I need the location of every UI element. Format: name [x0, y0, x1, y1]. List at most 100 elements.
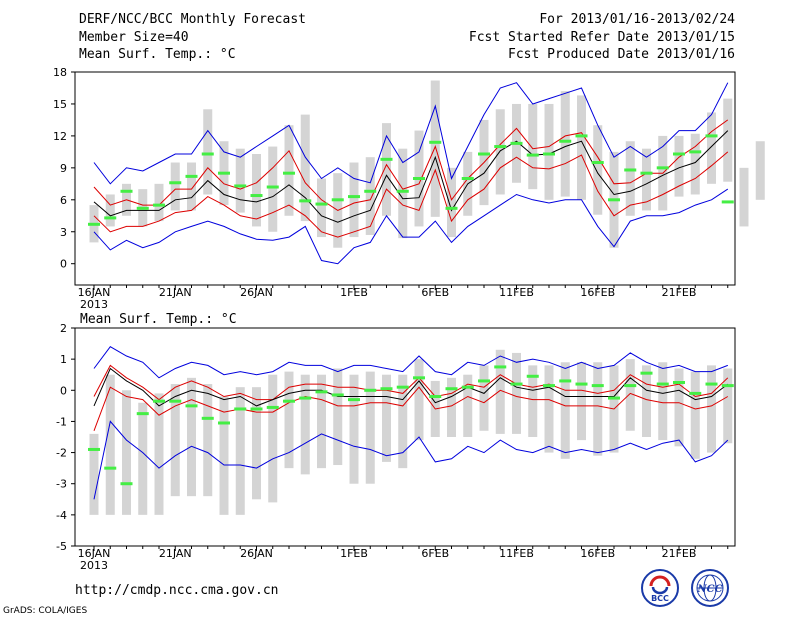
- ensemble-box: [593, 362, 603, 456]
- ensemble-box: [398, 148, 408, 239]
- ensemble-box: [365, 371, 375, 484]
- observed-marker: [234, 407, 247, 411]
- observed-marker: [445, 206, 458, 210]
- ensemble-box: [154, 183, 164, 222]
- x-tick-label: 26JAN: [240, 547, 273, 560]
- observed-marker: [153, 399, 165, 403]
- observed-marker: [705, 134, 718, 138]
- ensemble-box: [365, 157, 375, 235]
- ensemble-box: [268, 374, 278, 503]
- ensemble-box: [625, 141, 635, 216]
- observed-marker: [445, 387, 458, 391]
- observed-marker: [396, 385, 409, 389]
- series-max-line: [93, 346, 728, 379]
- panel-title: Mean Surf. Temp.: °C: [80, 312, 237, 327]
- y-tick-label: -4: [56, 509, 67, 522]
- x-year-label: 2013: [80, 559, 108, 572]
- x-tick-label: 16JAN: [78, 286, 111, 299]
- observed-marker: [705, 382, 718, 386]
- observed-marker: [624, 168, 637, 172]
- ensemble-box: [707, 365, 716, 453]
- observed-marker: [315, 390, 328, 394]
- observed-marker: [185, 174, 198, 178]
- observed-marker: [250, 407, 263, 411]
- observed-marker: [543, 384, 555, 388]
- observed-marker: [364, 388, 377, 392]
- ensemble-box: [544, 365, 554, 453]
- observed-marker: [624, 384, 637, 388]
- temperature-panel: 0 3 6 9 12 15 18 16JAN 21JAN 26JAN 1FEB 6FEB 11FEB 16…: [53, 66, 765, 327]
- observed-marker: [461, 177, 474, 180]
- observed-marker: [689, 150, 702, 154]
- series-upper-line: [93, 364, 729, 401]
- ensemble-box: [577, 362, 586, 441]
- ensemble-box: [105, 194, 115, 227]
- ensemble-box: [528, 365, 538, 437]
- ensemble-box: [187, 162, 196, 211]
- observed-marker: [104, 216, 117, 220]
- ensemble-box: [690, 371, 700, 459]
- observed-marker: [380, 387, 393, 391]
- ensemble-box: [414, 359, 424, 441]
- ensemble-box: [479, 365, 489, 431]
- ensemble-box: [560, 91, 570, 197]
- y-tick-label: 18: [53, 66, 67, 79]
- observed-marker: [104, 466, 117, 470]
- y-tick-label: 12: [53, 130, 67, 143]
- ensemble-box: [170, 162, 180, 211]
- series-min-line: [93, 420, 729, 500]
- ensemble-box: [398, 374, 408, 469]
- observed-marker: [575, 382, 588, 386]
- x-tick-label: 16JAN: [78, 547, 111, 560]
- member-size: Member Size=40: [79, 30, 189, 45]
- ensemble-box: [625, 359, 635, 431]
- observed-marker: [266, 405, 279, 409]
- ensemble-box: [723, 368, 733, 444]
- series-lower-line: [93, 386, 729, 431]
- observed-marker: [526, 153, 539, 157]
- x-tick-label: 21JAN: [159, 286, 192, 299]
- y-tick-label: 15: [53, 98, 67, 111]
- y-tick-label: -3: [56, 478, 67, 491]
- ensemble-box: [382, 123, 391, 216]
- y-tick-label: 1: [60, 353, 67, 366]
- ensemble-box: [317, 374, 326, 469]
- ensemble-box: [187, 377, 196, 497]
- ncc-logo-text: NCC: [696, 584, 722, 595]
- ensemble-box: [674, 368, 684, 447]
- observed-marker: [689, 391, 702, 395]
- observed-marker: [559, 379, 572, 383]
- observed-marker: [526, 374, 539, 378]
- x-tick-label: 11FEB: [499, 547, 534, 560]
- observed-marker: [608, 396, 620, 400]
- ensemble-box: [122, 390, 131, 515]
- source-url[interactable]: http://cmdp.ncc.cma.gov.cn: [75, 583, 279, 598]
- y-tick-label: -1: [56, 415, 67, 428]
- observed-marker: [721, 384, 734, 388]
- observed-marker: [201, 152, 214, 156]
- ensemble-box: [284, 371, 294, 469]
- observed-marker: [640, 371, 653, 375]
- ensemble-box: [593, 125, 603, 215]
- grads-credit: GrADS: COLA/IGES: [3, 606, 88, 616]
- ensemble-box: [268, 146, 278, 232]
- observed-marker: [153, 203, 165, 207]
- ensemble-box: [560, 362, 570, 459]
- precipitation-panel: -5 -4 -3 -2 -1 0 1 2 16JAN 21JAN 26JAN 1FEB 6FEB 11FE…: [56, 322, 736, 572]
- ensemble-box: [723, 98, 733, 182]
- ncc-logo: NCC: [691, 569, 729, 607]
- x-tick-label: 11FEB: [499, 286, 534, 299]
- series-mean-line: [93, 130, 729, 223]
- observed-marker: [380, 157, 393, 161]
- observed-marker: [673, 152, 685, 156]
- ensemble-box: [674, 135, 684, 197]
- plot-frame: [74, 71, 736, 286]
- observed-marker: [331, 393, 344, 397]
- ensemble-box: [755, 141, 765, 200]
- y-tick-label: 0: [60, 384, 67, 397]
- ensemble-box: [349, 162, 359, 238]
- observed-marker: [396, 189, 409, 193]
- ensemble-box: [105, 374, 115, 515]
- observed-marker: [608, 198, 620, 202]
- observed-marker: [331, 198, 344, 202]
